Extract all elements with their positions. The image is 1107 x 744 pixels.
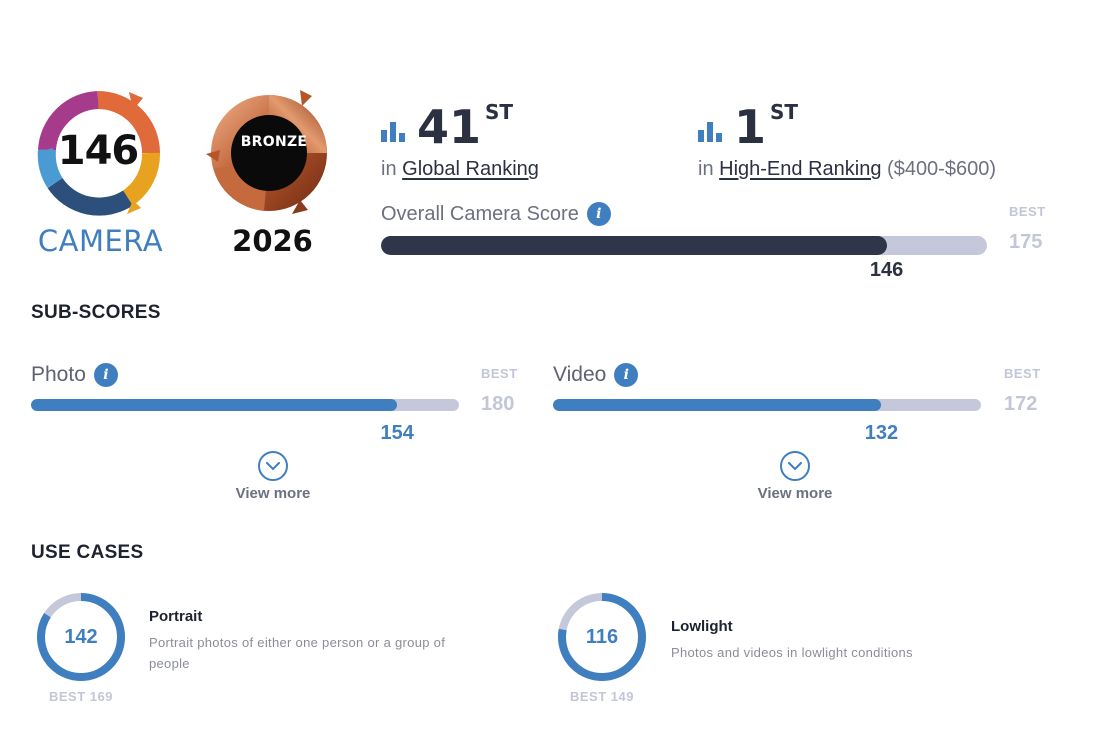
video-score-bar (553, 399, 981, 411)
camera-label: CAMERA (37, 224, 164, 258)
video-score-fill (553, 399, 882, 411)
lowlight-title: Lowlight (671, 618, 733, 635)
medal-label: BRONZE (240, 134, 308, 150)
overall-score-label: Overall Camera Score (381, 202, 579, 225)
photo-score-bar (31, 399, 459, 411)
chevron-down-icon (258, 451, 288, 481)
video-score-value: 132 (864, 422, 899, 444)
global-ranking: 41 ST in Global Ranking (381, 98, 539, 181)
video-label: Video (553, 363, 607, 386)
highend-ranking: 1 ST in High-End Ranking ($400-$600) (698, 98, 996, 181)
photo-subscore-title: Photo i (31, 363, 118, 387)
highend-rank-number: 1 (734, 100, 767, 154)
camera-score-badge: 146 CAMERA (28, 88, 173, 258)
video-best-value: 172 (1004, 393, 1038, 415)
portrait-description: Portrait photos of either one person or … (149, 635, 446, 671)
ranking-chart-icon (381, 122, 405, 142)
photo-best-value: 180 (481, 393, 515, 415)
camera-badge-logo (37, 91, 160, 216)
overall-score-title: Overall Camera Score i (381, 202, 611, 226)
highend-ranking-link[interactable]: High-End Ranking (719, 158, 882, 180)
highend-rank-prefix: in (698, 158, 714, 180)
overall-score-fill (381, 236, 887, 255)
video-view-more-button[interactable]: View more (740, 451, 850, 502)
photo-view-more-label: View more (235, 485, 311, 502)
info-icon[interactable]: i (614, 363, 639, 387)
global-rank-prefix: in (381, 158, 397, 180)
subscores-heading: SUB-SCORES (31, 302, 161, 323)
lowlight-score-value: 116 (585, 626, 619, 648)
camera-score-value: 146 (57, 128, 140, 174)
photo-score-fill (31, 399, 398, 411)
use-cases-heading: USE CASES (31, 542, 144, 563)
lowlight-score-ring: 116 (556, 591, 648, 683)
chevron-down-icon (780, 451, 810, 481)
ranking-chart-icon (698, 122, 722, 142)
info-icon[interactable]: i (93, 363, 118, 387)
bronze-label-badge: BRONZE 2026 (200, 88, 345, 258)
overall-score-bar (381, 236, 987, 255)
highend-price-range: ($400-$600) (887, 158, 996, 180)
overall-best-value: 175 (1009, 231, 1043, 253)
video-best-label: BEST (1004, 366, 1041, 381)
portrait-title: Portrait (149, 608, 203, 625)
photo-label: Photo (31, 363, 86, 386)
video-subscore-title: Video i (553, 363, 639, 387)
highend-rank-suffix: ST (770, 100, 799, 124)
global-rank-number: 41 (417, 100, 482, 154)
lowlight-best-score: BEST 149 (570, 689, 634, 704)
portrait-score-value: 142 (64, 626, 98, 648)
global-rank-suffix: ST (485, 100, 514, 124)
overall-score-value: 146 (869, 259, 904, 281)
portrait-score-ring: 142 (35, 591, 127, 683)
video-view-more-label: View more (757, 485, 833, 502)
photo-score-value: 154 (380, 422, 414, 444)
portrait-best-score: BEST 169 (49, 689, 113, 704)
overall-best-label: BEST (1009, 204, 1046, 219)
global-ranking-link[interactable]: Global Ranking (402, 158, 539, 180)
photo-best-label: BEST (481, 366, 518, 381)
bronze-medal-icon (206, 90, 327, 214)
info-icon[interactable]: i (586, 202, 611, 226)
photo-view-more-button[interactable]: View more (218, 451, 328, 502)
lowlight-description: Photos and videos in lowlight conditions (671, 645, 913, 660)
medal-year: 2026 (232, 224, 313, 258)
